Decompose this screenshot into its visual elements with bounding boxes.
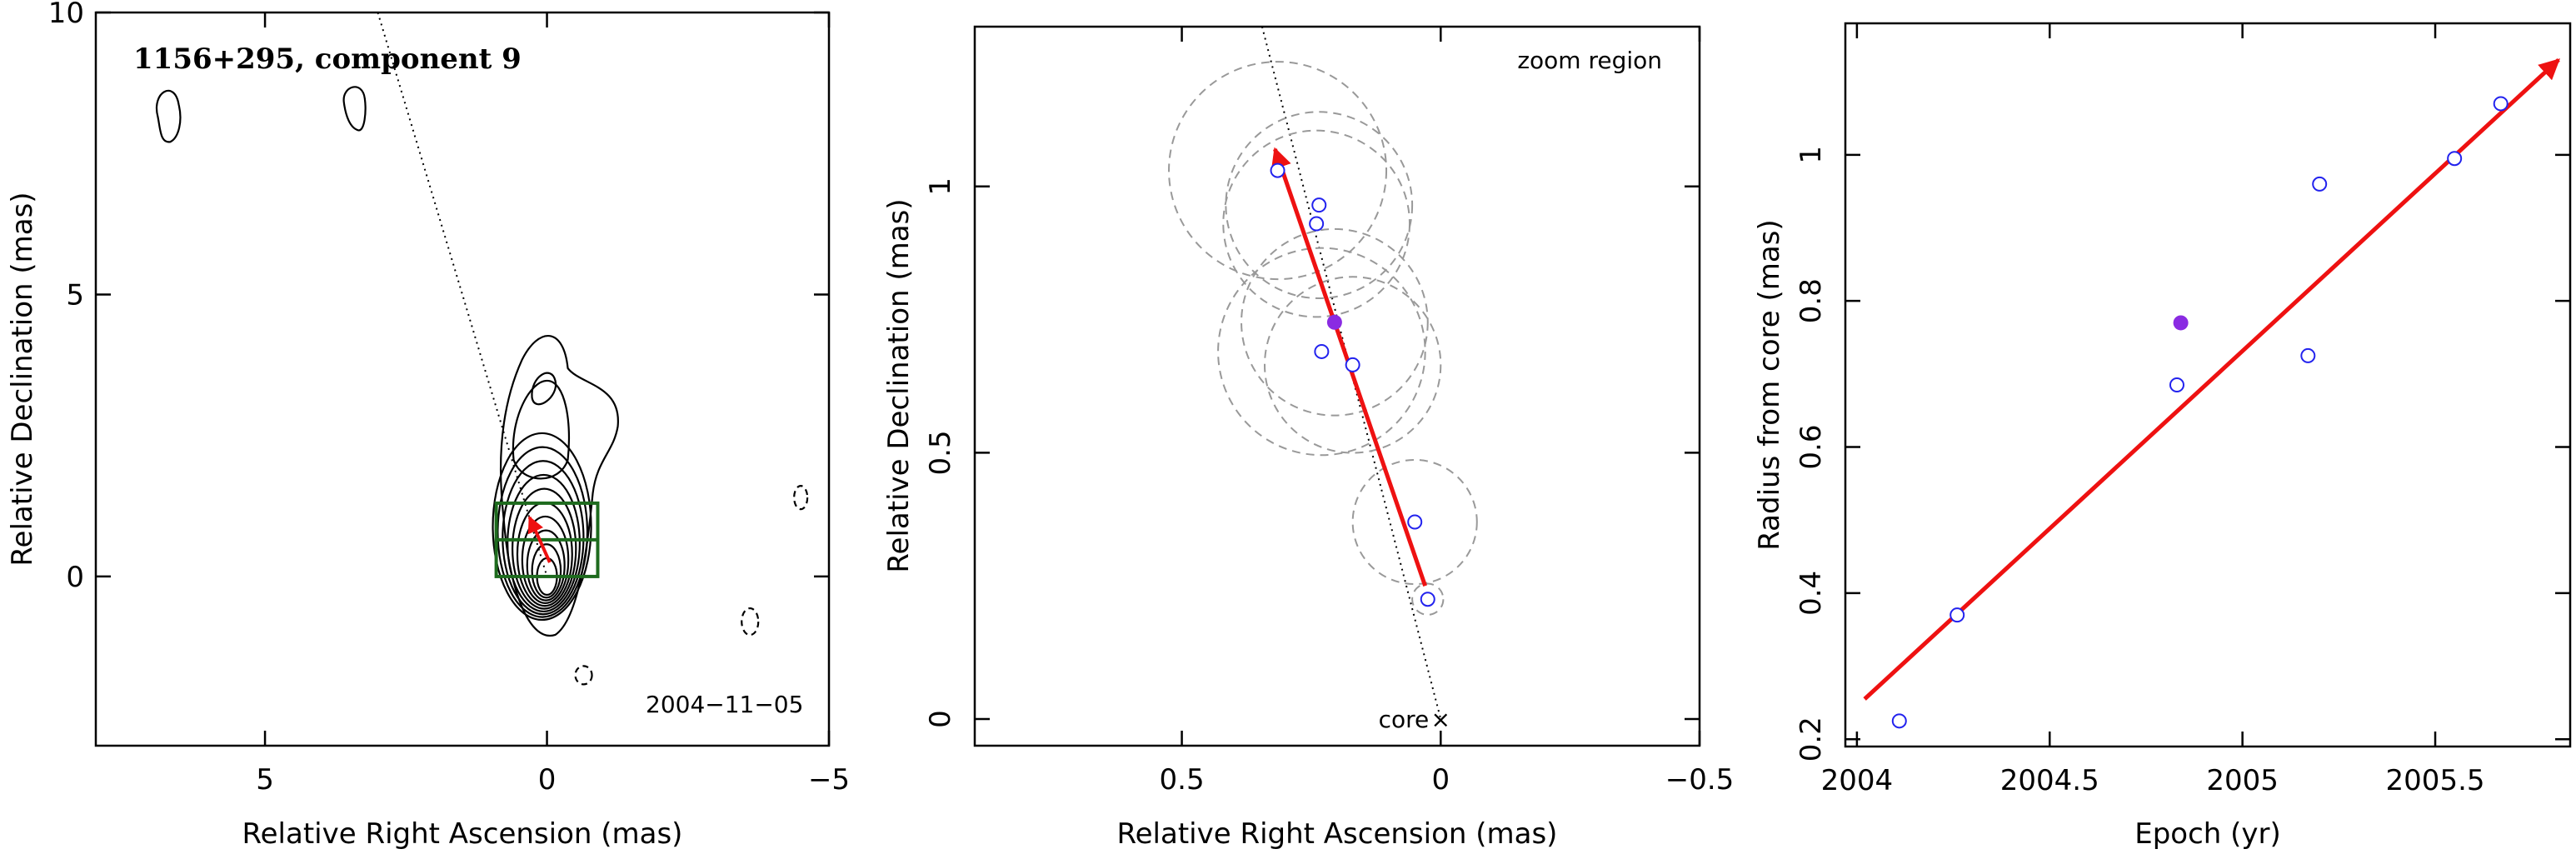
error-circles: [1168, 61, 1478, 616]
x-tick-label: 2005: [2206, 764, 2279, 797]
y-tick-label: 0: [66, 561, 84, 594]
epoch-point: [2493, 96, 2509, 112]
y-tick-label: 0.4: [1795, 571, 1828, 616]
y-tick-label: 0.2: [1795, 717, 1828, 762]
position-point: [1270, 162, 1286, 178]
contour-line: [526, 529, 566, 602]
fit-arrow: [527, 516, 552, 563]
highlight-point: [1326, 314, 1342, 330]
panel-radius-vs-epoch: 2004 2004.5 2005 2005.5 0.2 0.4 0.6 0.8 1 Epoch …: [1753, 22, 2572, 851]
contour-island: [342, 86, 367, 132]
axis-ticks: 0.5 0 −0.5 0 0.5 1: [924, 27, 1734, 797]
error-circle: [1225, 111, 1414, 300]
y-tick-label: 0.6: [1795, 424, 1828, 469]
panel-frame: [973, 25, 1701, 747]
contour-line: [511, 487, 577, 610]
position-point: [1311, 197, 1327, 213]
contour-line: [507, 473, 581, 613]
contour-line: [521, 515, 570, 605]
axis-ticks: 2004 2004.5 2005 2005.5 0.2 0.4 0.6 0.8 1: [1795, 23, 2570, 797]
y-tick-label: 1: [1795, 146, 1828, 164]
y-tick-label: 1: [924, 177, 957, 196]
jet-direction-line: [1261, 27, 1442, 720]
error-circle: [1351, 458, 1478, 586]
position-point: [1420, 592, 1435, 607]
zoom-region-label: zoom region: [1517, 47, 1662, 74]
panel-contour-map: 5 0 −5 0 5 10 1156+295, component 9 2004−11−0…: [6, 0, 850, 851]
y-tick-label: 0: [924, 710, 957, 728]
position-point: [1345, 357, 1360, 372]
x-tick-label: 0: [538, 763, 557, 797]
zoom-plot-area: [1168, 27, 1478, 720]
fit-arrow: [1863, 57, 2560, 701]
error-circle: [1168, 61, 1388, 281]
negative-contour: [793, 485, 809, 511]
contour-line: [502, 460, 585, 616]
contour-plot-area: [155, 12, 809, 686]
highlight-point: [2173, 315, 2189, 331]
epoch-point: [2300, 347, 2316, 363]
component-positions: [1270, 162, 1435, 607]
x-tick-label: 2004.5: [2000, 764, 2099, 797]
epoch-plot-area: [1863, 57, 2560, 729]
error-circle: [1222, 129, 1410, 318]
core-label: core: [1379, 706, 1430, 733]
contour-island: [155, 89, 182, 143]
x-tick-label: −0.5: [1665, 763, 1735, 797]
position-point: [1407, 514, 1423, 530]
error-circle: [1264, 276, 1442, 454]
y-axis-label: Relative Declination (mas): [6, 192, 39, 566]
x-axis-label: Relative Right Ascension (mas): [242, 817, 683, 851]
y-tick-label: 5: [66, 278, 84, 312]
negative-contour: [574, 665, 593, 686]
y-axis-label: Relative Declination (mas): [882, 198, 916, 572]
y-tick-label: 0.5: [924, 430, 957, 475]
epoch-points: [1891, 96, 2509, 729]
error-circle: [1411, 582, 1445, 616]
epoch-point: [1891, 713, 1907, 729]
y-tick-label: 0.8: [1795, 278, 1828, 323]
position-point: [1314, 343, 1330, 359]
contour-line: [531, 372, 557, 406]
epoch-point: [2169, 377, 2184, 392]
error-circle: [1241, 227, 1429, 417]
panel-frame: [1844, 22, 2572, 748]
y-axis-label: Radius from core (mas): [1753, 219, 1786, 550]
contour-line: [512, 379, 571, 480]
x-axis-label: Epoch (yr): [2134, 817, 2281, 851]
component-boxes: [494, 501, 600, 578]
y-tick-label: 10: [48, 0, 84, 30]
x-tick-label: 0.5: [1160, 763, 1205, 797]
panel-zoom-region: 0.5 0 −0.5 0 0.5 1 zoom region core × Relativ…: [882, 25, 1734, 851]
epoch-point: [2447, 151, 2463, 167]
contour-lines: [155, 86, 809, 686]
jet-direction-line: [377, 12, 548, 577]
contour-line: [531, 543, 562, 599]
x-axis-label: Relative Right Ascension (mas): [1117, 817, 1558, 851]
axis-ticks: 5 0 −5 0 5 10: [48, 0, 850, 797]
chart-title: 1156+295, component 9: [133, 42, 522, 76]
core-marker: ×: [1431, 706, 1450, 733]
epoch-point: [1949, 607, 1965, 623]
error-circle: [1217, 247, 1426, 457]
epoch-point: [2312, 176, 2328, 192]
x-tick-label: 2005.5: [2386, 764, 2485, 797]
x-tick-label: −5: [808, 763, 850, 797]
negative-contour: [741, 607, 760, 637]
position-point: [1309, 216, 1325, 232]
x-tick-label: 2004: [1821, 764, 1894, 797]
date-label: 2004−11−05: [646, 691, 803, 718]
x-tick-label: 5: [256, 763, 274, 797]
panel-frame: [94, 11, 831, 747]
x-tick-label: 0: [1431, 763, 1450, 797]
contour-line: [499, 335, 619, 637]
contour-line: [492, 432, 592, 622]
